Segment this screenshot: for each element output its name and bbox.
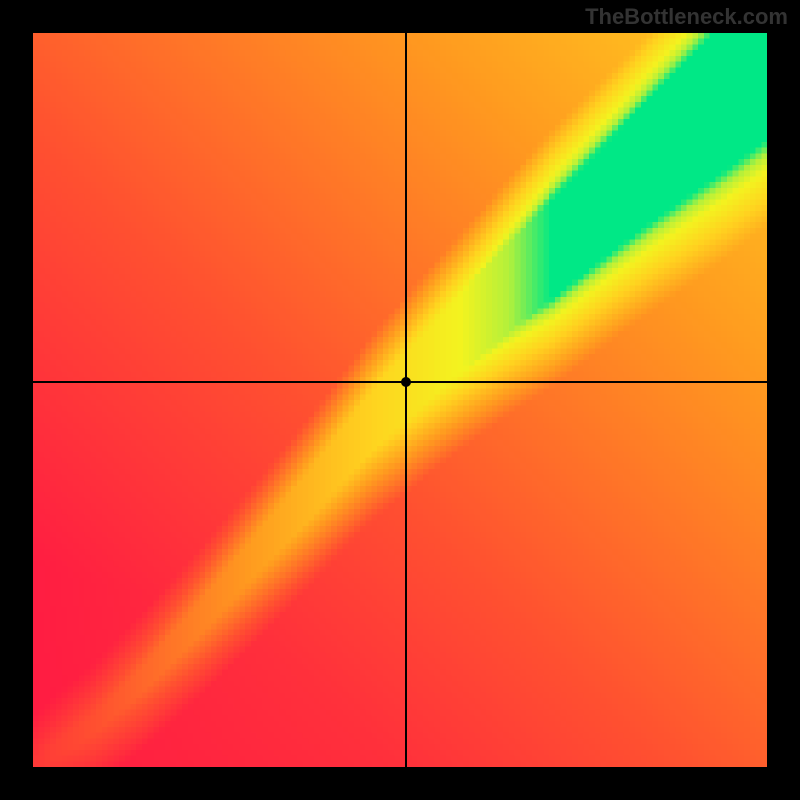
- bottleneck-heatmap: [33, 33, 767, 767]
- watermark-text: TheBottleneck.com: [585, 4, 788, 30]
- crosshair-vertical: [405, 33, 407, 767]
- chart-container: TheBottleneck.com: [0, 0, 800, 800]
- selected-point-marker: [401, 377, 411, 387]
